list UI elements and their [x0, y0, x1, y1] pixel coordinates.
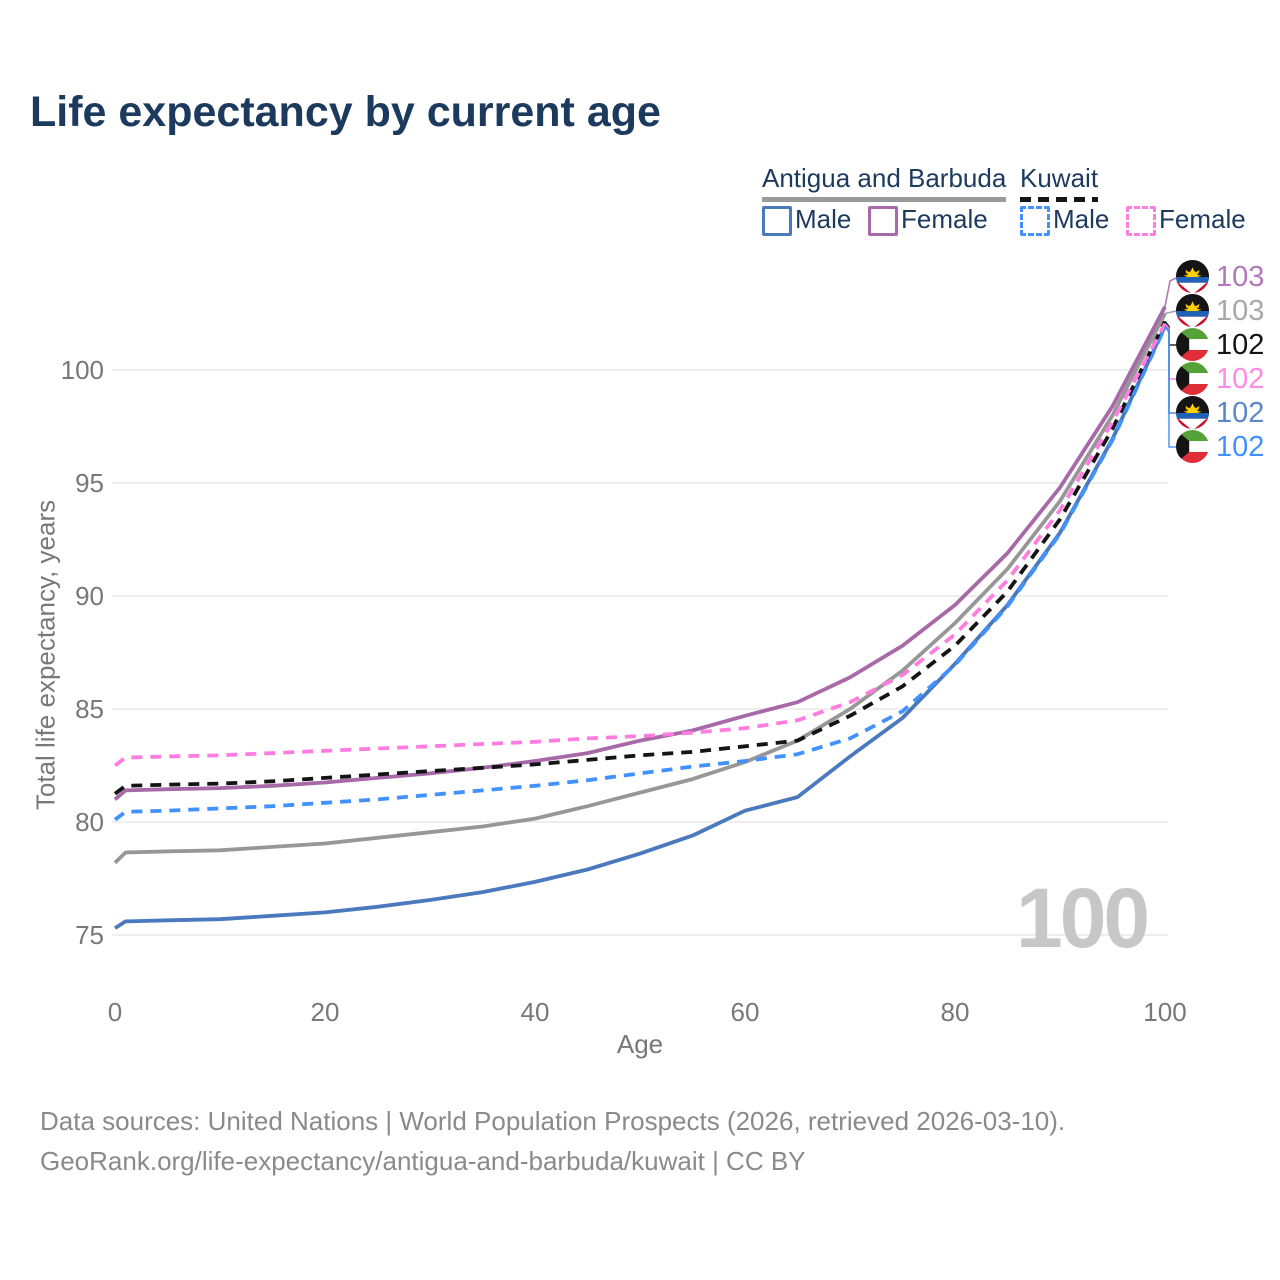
age-counter-watermark: 100 [1016, 871, 1150, 965]
kuwait-flag-icon [1176, 430, 1209, 463]
y-tick-85: 85 [75, 694, 104, 724]
end-label-leader-line [1164, 326, 1176, 448]
attribution-line[interactable]: GeoRank.org/life-expectancy/antigua-and-… [40, 1146, 806, 1176]
y-tick-80: 80 [75, 807, 104, 837]
series-line-antigua-and-barbuda-both-sexes [113, 312, 1167, 865]
antigua-and-barbuda-flag-icon [1176, 260, 1209, 293]
series-line-kuwait-male [113, 326, 1167, 822]
end-value-kuwait-male: 102 [1216, 431, 1265, 463]
series-line-antigua-and-barbuda-male [113, 325, 1167, 930]
legend-label-kuwait-male[interactable]: Male [1053, 204, 1110, 234]
x-tick-60: 60 [730, 997, 760, 1027]
data-sources-line: Data sources: United Nations | World Pop… [40, 1106, 1066, 1136]
series-line-kuwait-both-sexes [113, 320, 1167, 796]
end-value-antigua-female: 103 [1216, 261, 1265, 293]
legend-group-kuwait-label: Kuwait [1020, 163, 1099, 193]
legend-group-antigua-label: Antigua and Barbuda [762, 163, 1007, 193]
legend-group-kuwait[interactable]: Kuwait [1020, 163, 1099, 202]
x-axis-title: Age [616, 1029, 664, 1059]
antigua-and-barbuda-flag-icon [1176, 396, 1209, 429]
legend-swatch-kuwait-female[interactable] [1126, 206, 1156, 236]
legend-antigua-line-sample [762, 197, 1007, 202]
kuwait-flag-icon [1176, 362, 1209, 395]
end-label-leader-line [1164, 277, 1177, 307]
series-line-antigua-and-barbuda-female [113, 305, 1167, 801]
y-axis-title: Total life expectancy, years [30, 499, 61, 811]
end-label-leader-line [1164, 323, 1176, 380]
y-tick-95: 95 [75, 468, 104, 498]
page-title: Life expectancy by current age [30, 88, 661, 136]
x-tick-20: 20 [310, 997, 340, 1027]
end-value-antigua-male: 102 [1216, 397, 1265, 429]
end-value-antigua-both: 103 [1216, 295, 1265, 327]
y-tick-100: 100 [60, 355, 104, 385]
antigua-and-barbuda-flag-icon [1176, 294, 1209, 327]
x-tick-40: 40 [520, 997, 550, 1027]
x-tick-100: 100 [1143, 997, 1187, 1027]
legend-kuwait-line-sample [1020, 197, 1099, 202]
series-line-kuwait-female [113, 322, 1167, 768]
legend-group-antigua[interactable]: Antigua and Barbuda [762, 163, 1007, 202]
legend-label-kuwait-female[interactable]: Female [1159, 204, 1246, 234]
end-value-kuwait-female: 102 [1216, 363, 1265, 395]
legend-swatch-antigua-male[interactable] [762, 206, 792, 236]
end-value-kuwait-both: 102 [1216, 329, 1265, 361]
legend-label-antigua-female[interactable]: Female [901, 204, 988, 234]
legend-label-antigua-male[interactable]: Male [795, 204, 852, 234]
end-label-leader-line [1164, 310, 1177, 315]
legend-swatch-antigua-female[interactable] [868, 206, 898, 236]
y-tick-75: 75 [75, 920, 104, 950]
y-tick-90: 90 [75, 581, 104, 611]
legend-swatch-kuwait-male[interactable] [1020, 206, 1050, 236]
x-tick-0: 0 [107, 997, 123, 1027]
x-tick-80: 80 [940, 997, 970, 1027]
kuwait-flag-icon [1176, 328, 1209, 361]
